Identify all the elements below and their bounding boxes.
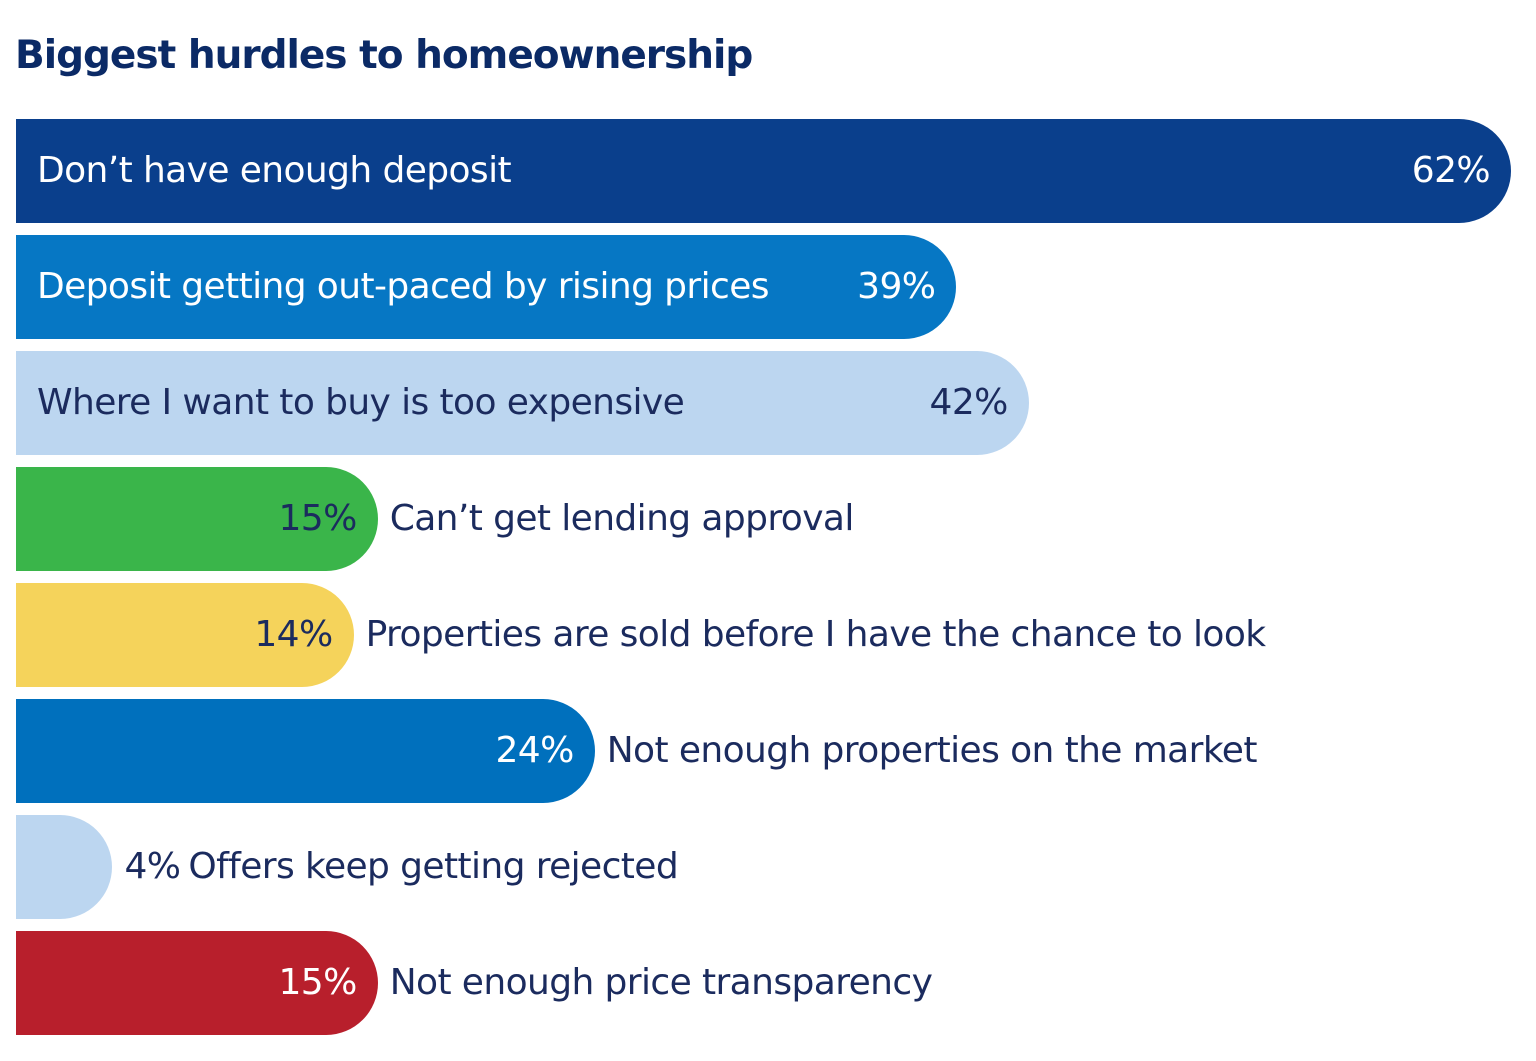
bar-row: Where I want to buy is too expensive 42% <box>16 351 1516 455</box>
bar-category-label: Properties are sold before I have the ch… <box>365 614 1267 655</box>
bar-value-label: 15% <box>278 498 357 539</box>
bar-category-label: Where I want to buy is too expensive <box>37 382 685 423</box>
bar-category-label: Not enough price transparency <box>389 962 933 1003</box>
bar-value-label: 14% <box>254 614 333 655</box>
bar-row: Not enough properties on the market 24% <box>16 699 1516 803</box>
bar-category-label: Deposit getting out-paced by rising pric… <box>37 266 770 307</box>
bar-value-label: 15% <box>278 962 357 1003</box>
chart-title: Biggest hurdles to homeownership <box>15 33 753 78</box>
bar <box>16 931 378 1035</box>
bar <box>16 467 378 571</box>
bar-value-label: 42% <box>929 382 1009 423</box>
bar-value-label: 24% <box>495 730 574 771</box>
bar-row: Not enough price transparency 15% <box>16 931 1516 1035</box>
bar-category-label: Don’t have enough deposit <box>37 150 512 191</box>
bar-category-label: Offers keep getting rejected <box>188 846 679 887</box>
bar <box>16 351 1029 455</box>
bar-row: Deposit getting out-paced by rising pric… <box>16 235 1516 339</box>
bar-value-label: 4% <box>124 846 181 887</box>
bar-value-label: 62% <box>1411 150 1491 191</box>
bar-row: Can’t get lending approval 15% <box>16 467 1516 571</box>
bar-row: Don’t have enough deposit 62% <box>16 119 1516 223</box>
bar <box>16 815 113 919</box>
bar-category-label: Can’t get lending approval <box>389 498 855 539</box>
bar <box>16 699 595 803</box>
bar <box>16 583 354 687</box>
bar-value-label: 39% <box>857 266 936 307</box>
bar-category-label: Not enough properties on the market <box>606 730 1258 771</box>
bar-row: Offers keep getting rejected 4% <box>16 815 1516 919</box>
bar <box>16 235 957 339</box>
bar <box>16 119 1511 223</box>
bar-row: Properties are sold before I have the ch… <box>16 583 1516 687</box>
